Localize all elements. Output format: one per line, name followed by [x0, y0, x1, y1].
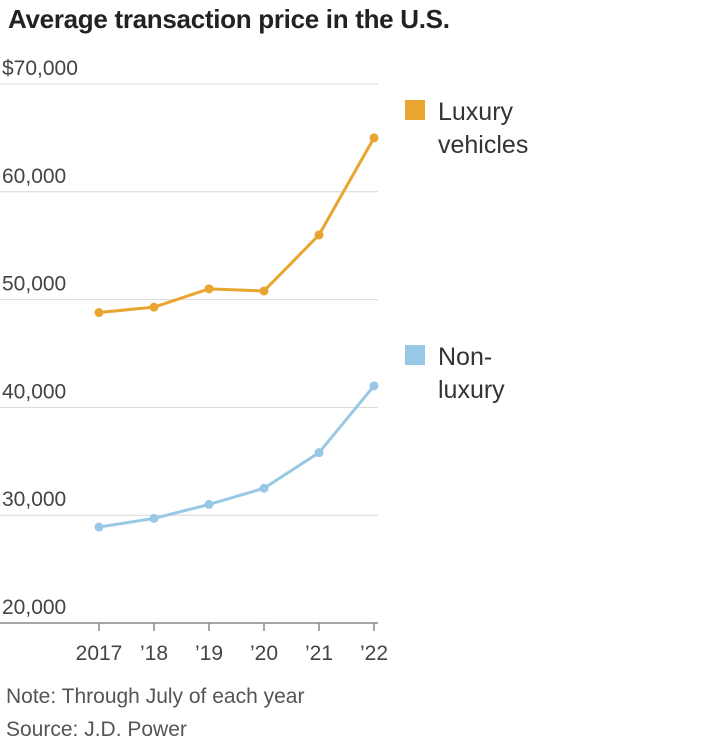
data-point-luxury [259, 286, 269, 296]
data-point-luxury [149, 302, 159, 312]
y-tick-label: 20,000 [2, 596, 66, 619]
x-tick-label: ’21 [305, 642, 333, 665]
data-point-non-luxury [149, 513, 159, 523]
x-tick-label: ’19 [195, 642, 223, 665]
series-line-luxury [97, 136, 376, 315]
x-tick-label: ’22 [360, 642, 388, 665]
legend-label-luxury: vehicles [438, 131, 528, 159]
data-point-luxury [314, 230, 324, 240]
legend-label-non-luxury: luxury [438, 376, 505, 404]
chart-note: Note: Through July of each year [6, 685, 305, 708]
legend-label-non-luxury: Non- [438, 343, 492, 371]
y-tick-label: $70,000 [2, 57, 78, 80]
legend-label-luxury: Luxury [438, 98, 514, 126]
data-point-non-luxury [94, 522, 104, 532]
data-point-non-luxury [314, 448, 324, 458]
legend-swatch-luxury [405, 100, 425, 120]
data-point-luxury [94, 308, 104, 318]
data-point-non-luxury [259, 483, 269, 493]
chart-source: Source: J.D. Power [6, 718, 187, 741]
y-tick-label: 50,000 [2, 273, 66, 296]
data-point-luxury [204, 284, 214, 294]
y-tick-label: 30,000 [2, 488, 66, 511]
x-tick-label: ’18 [140, 642, 168, 665]
series-line-non-luxury [97, 384, 376, 529]
x-tick-label: 2017 [76, 642, 123, 665]
y-tick-label: 60,000 [2, 165, 66, 188]
data-point-luxury [369, 133, 379, 143]
chart-title: Average transaction price in the U.S. [8, 4, 450, 34]
data-point-non-luxury [369, 381, 379, 391]
data-point-non-luxury [204, 499, 214, 509]
y-tick-label: 40,000 [2, 380, 66, 403]
x-tick-label: ’20 [250, 642, 278, 665]
legend-swatch-non-luxury [405, 345, 425, 365]
